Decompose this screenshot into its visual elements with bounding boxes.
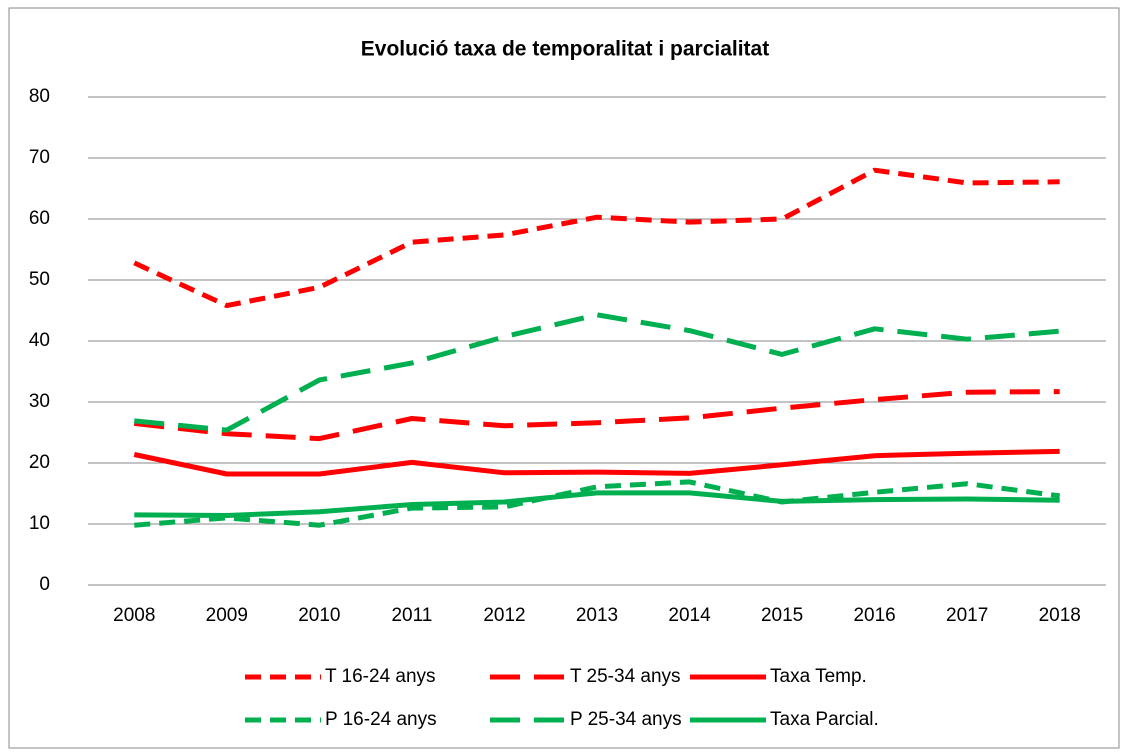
x-tick-label: 2015 bbox=[761, 605, 803, 626]
x-tick-label: 2013 bbox=[576, 605, 618, 626]
legend-label: Taxa Parcial. bbox=[770, 709, 879, 730]
x-tick-label: 2009 bbox=[206, 605, 248, 626]
x-tick-label: 2008 bbox=[113, 605, 155, 626]
x-tick-label: 2010 bbox=[298, 605, 340, 626]
y-tick-label: 20 bbox=[29, 452, 50, 473]
y-tick-label: 80 bbox=[29, 86, 50, 107]
series-line bbox=[134, 389, 1060, 442]
chart-title: Evolució taxa de temporalitat i parciali… bbox=[361, 38, 769, 61]
y-tick-label: 70 bbox=[29, 147, 50, 168]
y-tick-label: 0 bbox=[39, 574, 50, 595]
legend-label: P 25-34 anys bbox=[570, 709, 682, 730]
series-line bbox=[134, 312, 1060, 433]
legend-label: T 25-34 anys bbox=[570, 666, 681, 687]
chart-border bbox=[8, 7, 1120, 749]
series-line bbox=[134, 490, 1060, 518]
legend-label: P 16-24 anys bbox=[325, 709, 437, 730]
series-line bbox=[134, 479, 1061, 528]
y-tick-label: 60 bbox=[29, 208, 50, 229]
series-line bbox=[133, 448, 1060, 477]
x-tick-label: 2014 bbox=[668, 605, 711, 626]
y-tick-label: 30 bbox=[29, 391, 50, 412]
x-tick-label: 2016 bbox=[853, 605, 895, 626]
x-tick-label: 2018 bbox=[1039, 605, 1081, 626]
y-tick-label: 10 bbox=[29, 513, 50, 534]
y-tick-label: 50 bbox=[29, 269, 50, 290]
x-tick-label: 2011 bbox=[391, 605, 432, 626]
x-tick-label: 2012 bbox=[483, 605, 525, 626]
legend-label: Taxa Temp. bbox=[770, 666, 867, 687]
y-tick-label: 40 bbox=[29, 330, 50, 351]
legend-label: T 16-24 anys bbox=[325, 666, 436, 687]
x-tick-label: 2017 bbox=[946, 605, 988, 626]
series-line bbox=[133, 167, 1060, 309]
